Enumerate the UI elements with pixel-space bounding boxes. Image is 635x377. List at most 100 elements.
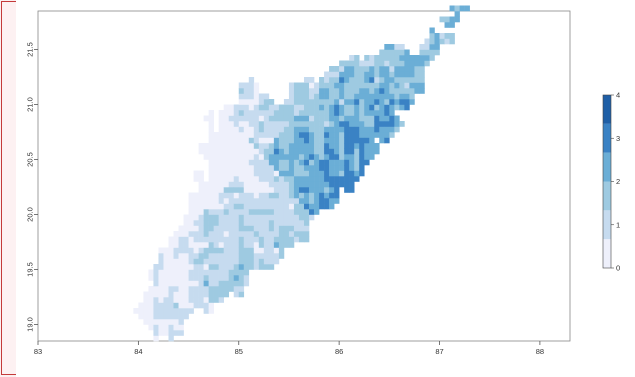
raster-cell: [379, 99, 385, 105]
raster-cell: [419, 49, 425, 56]
raster-cell: [258, 258, 265, 265]
raster-cell: [153, 330, 159, 336]
raster-cell: [304, 181, 310, 188]
raster-cell: [359, 126, 365, 133]
raster-cell: [178, 319, 184, 325]
raster-cell: [369, 99, 375, 105]
raster-cell: [253, 93, 260, 100]
raster-cell: [319, 93, 325, 100]
raster-cell: [384, 99, 390, 105]
raster-cell: [309, 209, 315, 215]
raster-cell: [238, 82, 245, 89]
raster-cell: [233, 253, 240, 259]
raster-cell: [158, 324, 164, 331]
raster-cell: [243, 209, 250, 215]
raster-cell: [344, 159, 350, 166]
raster-cell: [389, 99, 395, 105]
raster-cell: [268, 121, 275, 127]
raster-cell: [238, 198, 245, 204]
raster-cell: [273, 225, 280, 232]
x-tick-label: 84: [134, 347, 142, 356]
raster-cell: [263, 264, 270, 270]
raster-cell: [309, 88, 315, 94]
raster-cell: [153, 313, 159, 320]
raster-cell: [198, 236, 204, 243]
raster-cell: [314, 121, 320, 127]
raster-cell: [309, 181, 315, 188]
raster-cell: [304, 192, 310, 199]
raster-cell: [208, 247, 214, 254]
raster-cell: [228, 137, 235, 144]
raster-cell: [193, 214, 199, 221]
raster-cell: [213, 264, 219, 270]
legend-tick-label: 2: [616, 177, 620, 186]
raster-cell: [223, 170, 230, 177]
raster-cell: [218, 198, 224, 204]
raster-cell: [304, 132, 310, 138]
raster-cell: [243, 121, 250, 127]
raster-cell: [339, 115, 345, 122]
raster-cell: [288, 192, 295, 199]
raster-cell: [329, 148, 335, 155]
raster-cell: [394, 49, 400, 56]
raster-cell: [334, 143, 340, 149]
raster-cell: [208, 165, 214, 171]
raster-cell: [334, 170, 340, 177]
raster-cell: [273, 176, 280, 182]
raster-cell: [369, 66, 375, 72]
raster-cell: [203, 291, 209, 298]
raster-cell: [213, 220, 219, 226]
raster-cell: [233, 203, 240, 210]
raster-cell: [329, 165, 335, 171]
raster-cell: [404, 88, 410, 94]
raster-cell: [319, 110, 325, 116]
raster-cell: [218, 110, 224, 116]
raster-cell: [349, 154, 355, 160]
raster-cell: [283, 214, 290, 221]
raster-cell: [293, 165, 300, 171]
raster-cell: [389, 66, 395, 72]
raster-cell: [319, 88, 325, 94]
raster-cell: [394, 88, 400, 94]
raster-cell: [238, 126, 245, 133]
raster-cell: [304, 159, 310, 166]
raster-cell: [283, 231, 290, 237]
raster-cell: [253, 126, 260, 133]
raster-cell: [188, 225, 194, 232]
raster-cell: [364, 121, 370, 127]
raster-cell: [268, 154, 275, 160]
raster-cell: [268, 192, 275, 199]
raster-cell: [288, 225, 295, 232]
raster-cell: [213, 198, 219, 204]
raster-cell: [258, 159, 265, 166]
raster-cell: [263, 247, 270, 254]
raster-cell: [208, 236, 214, 243]
raster-cell: [223, 247, 230, 254]
raster-cell: [198, 220, 204, 226]
raster-cell: [354, 176, 360, 182]
raster-cell: [203, 187, 209, 193]
raster-cell: [143, 291, 149, 298]
raster-cell: [364, 93, 370, 100]
raster-cell: [228, 209, 235, 215]
raster-cell: [319, 126, 325, 133]
raster-cell: [293, 231, 300, 237]
raster-cell: [253, 247, 260, 254]
raster-cell: [329, 192, 335, 199]
y-tick-label: 19.5: [26, 262, 35, 277]
raster-cell: [283, 192, 290, 199]
raster-cell: [208, 297, 214, 303]
raster-cell: [359, 99, 365, 105]
raster-cell: [203, 115, 209, 122]
raster-cell: [213, 280, 219, 287]
raster-cell: [293, 176, 300, 182]
raster-cell: [243, 258, 250, 265]
raster-cell: [298, 225, 305, 232]
raster-cell: [233, 236, 240, 243]
raster-cell: [359, 66, 365, 72]
raster-cell: [223, 192, 230, 199]
raster-cell: [238, 231, 245, 237]
raster-cell: [319, 121, 325, 127]
raster-cell: [273, 192, 280, 199]
raster-cell: [424, 38, 430, 45]
